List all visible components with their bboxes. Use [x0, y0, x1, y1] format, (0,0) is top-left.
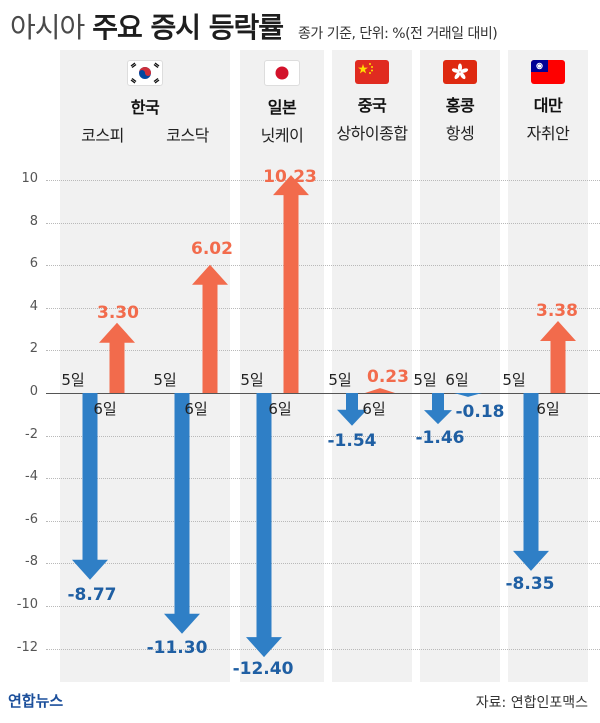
value-label-5il: -1.46 [416, 428, 465, 448]
country-name-taiwan: 대만 [533, 96, 563, 115]
panel-taiwan [508, 50, 588, 682]
gridline [46, 563, 600, 565]
day-label-6il: 6일 [268, 400, 291, 418]
arrow-6il [99, 322, 135, 393]
gridline [46, 265, 600, 267]
index-name-shanghai: 상하이종합 [336, 124, 408, 143]
value-label-5il: -1.54 [328, 431, 377, 451]
index-name-kospi: 코스피 [81, 126, 124, 145]
value-label-6il: 6.02 [191, 239, 233, 259]
index-name-kosdaq: 코스닥 [166, 126, 209, 145]
y-tick-label: -8 [25, 554, 38, 570]
arrow-6il [273, 175, 309, 393]
day-label-5il: 5일 [502, 371, 525, 389]
gridline [46, 222, 600, 224]
y-tick-label: 4 [29, 298, 38, 314]
arrow-6il [192, 264, 228, 393]
value-label-6il: -0.18 [456, 402, 505, 422]
source-note: 자료: 연합인포맥스 [475, 695, 588, 711]
value-label-5il: -8.35 [506, 574, 555, 594]
zero-line [46, 393, 600, 394]
index-name-nikkei: 닛케이 [260, 126, 304, 145]
value-label-6il: 3.30 [97, 303, 139, 323]
gridline [46, 350, 600, 352]
gridline [46, 520, 600, 522]
value-label-6il: 3.38 [536, 301, 578, 321]
panel-hongkong [420, 50, 500, 682]
y-tick-label: 2 [29, 341, 38, 357]
value-label-5il: -11.30 [147, 638, 208, 658]
index-name-taiex: 자취안 [526, 124, 570, 143]
taiwan-flag-icon [531, 60, 565, 84]
hongkong-flag-icon [443, 60, 477, 84]
y-tick-label: -4 [25, 469, 38, 485]
header-china: 중국 상하이종합 [332, 60, 412, 144]
header-japan: 일본 닛케이 [240, 60, 324, 146]
page-title: 아시아 주요 증시 등락률 [10, 11, 284, 44]
arrow-5il [72, 393, 108, 580]
day-label-6il: 6일 [445, 371, 468, 389]
chart-subtitle: 종가 기준, 단위: %(전 거래일 대비) [298, 26, 498, 42]
day-label-6il: 6일 [362, 400, 385, 418]
arrow-6il [540, 321, 576, 393]
yonhap-logo: 연합뉴스 [8, 692, 64, 710]
day-label-6il: 6일 [93, 400, 116, 418]
y-tick-label: -12 [16, 639, 38, 655]
arrow-5il [164, 393, 200, 634]
gridline [46, 180, 600, 181]
day-label-5il: 5일 [413, 371, 436, 389]
value-label-5il: -12.40 [233, 659, 294, 679]
gridline [46, 648, 600, 650]
index-name-hangseng: 항셍 [445, 124, 475, 143]
value-label-6il: 10.23 [263, 167, 317, 187]
y-tick-label: 10 [21, 171, 38, 186]
gridline [46, 435, 600, 437]
country-name-japan: 일본 [267, 98, 297, 117]
japan-flag-icon [264, 60, 300, 86]
header-korea: 한국 코스피 코스닥 [60, 60, 230, 146]
panel-japan [240, 50, 324, 682]
arrow-5il [424, 393, 452, 425]
arrow-5il [337, 393, 367, 426]
day-label-5il: 5일 [328, 371, 351, 389]
day-label-6il: 6일 [536, 400, 559, 418]
value-label-6il: 0.23 [367, 367, 409, 387]
china-flag-icon [355, 60, 389, 84]
value-label-5il: -8.77 [68, 585, 117, 605]
korea-flag-icon [127, 60, 163, 86]
country-name-korea: 한국 [130, 98, 160, 117]
country-name-china: 중국 [357, 96, 387, 115]
header-taiwan: 대만 자취안 [508, 60, 588, 144]
y-tick-label: -10 [16, 597, 38, 612]
country-name-hongkong: 홍콩 [445, 96, 475, 115]
y-tick-label: 0 [29, 384, 38, 399]
arrow-5il [246, 393, 282, 658]
arrow-5il [513, 393, 549, 571]
arrow-6il [454, 393, 482, 397]
header-hongkong: 홍콩 항셍 [420, 60, 500, 144]
gridline [46, 606, 600, 607]
y-tick-label: 6 [29, 256, 38, 272]
gridline [46, 307, 600, 309]
panel-china [332, 50, 412, 682]
y-tick-label: -6 [25, 511, 38, 527]
y-tick-label: 8 [29, 213, 38, 229]
day-label-5il: 5일 [61, 371, 84, 389]
day-label-5il: 5일 [153, 371, 176, 389]
day-label-5il: 5일 [240, 371, 263, 389]
y-tick-label: -2 [25, 426, 38, 442]
day-label-6il: 6일 [184, 400, 207, 418]
gridline [46, 478, 600, 480]
arrow-6il [365, 388, 395, 393]
